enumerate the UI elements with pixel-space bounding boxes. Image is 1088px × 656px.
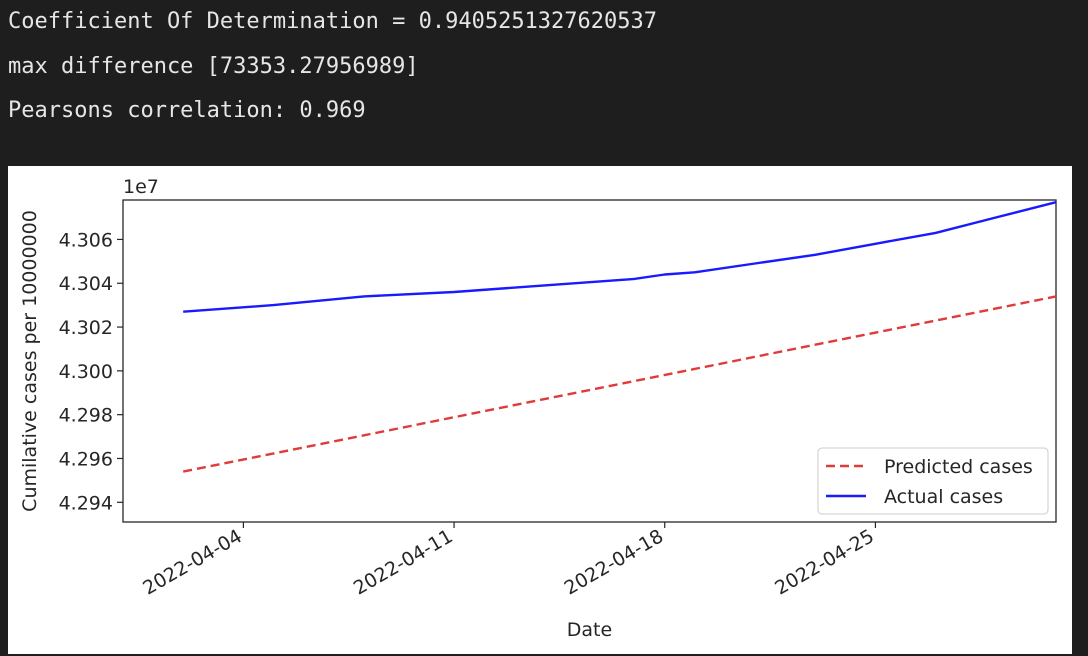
legend-box [817, 447, 1049, 515]
legend-label: Actual cases [884, 486, 1003, 508]
predicted-cases-line [182, 295, 1057, 473]
chart-figure: 4.294 4.296 4.298 4.300 4.302 4.304 4.306 1e7 20… [8, 166, 1072, 654]
x-tick-label: 2022-04-18 [561, 525, 668, 599]
y-tick-label: 4.294 [59, 492, 113, 514]
y-axis-label: Cumilative cases per 10000000 [19, 210, 41, 512]
y-offset-label: 1e7 [123, 176, 159, 198]
x-tick-label: 2022-04-04 [139, 525, 246, 599]
line-chart: 4.294 4.296 4.298 4.300 4.302 4.304 4.306 1e7 20… [19, 176, 1057, 641]
x-tick-label: 2022-04-25 [771, 525, 878, 599]
x-tick-label: 2022-04-11 [350, 525, 457, 599]
x-axis-label: Date [567, 619, 612, 641]
y-tick-label: 4.296 [59, 448, 113, 470]
legend-label: Predicted cases [884, 456, 1033, 478]
plot-frame [122, 199, 1057, 523]
y-tick-label: 4.304 [59, 273, 113, 295]
max-difference-output: max difference [73353.27956989] [8, 54, 419, 79]
pearsons-correlation-output: Pearsons correlation: 0.969 [8, 98, 366, 123]
actual-cases-line [183, 201, 1057, 313]
y-tick-label: 4.298 [59, 405, 113, 427]
coefficient-of-determination-output: Coefficient Of Determination = 0.9405251… [8, 9, 658, 34]
y-tick-label: 4.306 [59, 229, 113, 251]
y-tick-label: 4.300 [59, 361, 113, 383]
y-tick-label: 4.302 [59, 317, 113, 339]
